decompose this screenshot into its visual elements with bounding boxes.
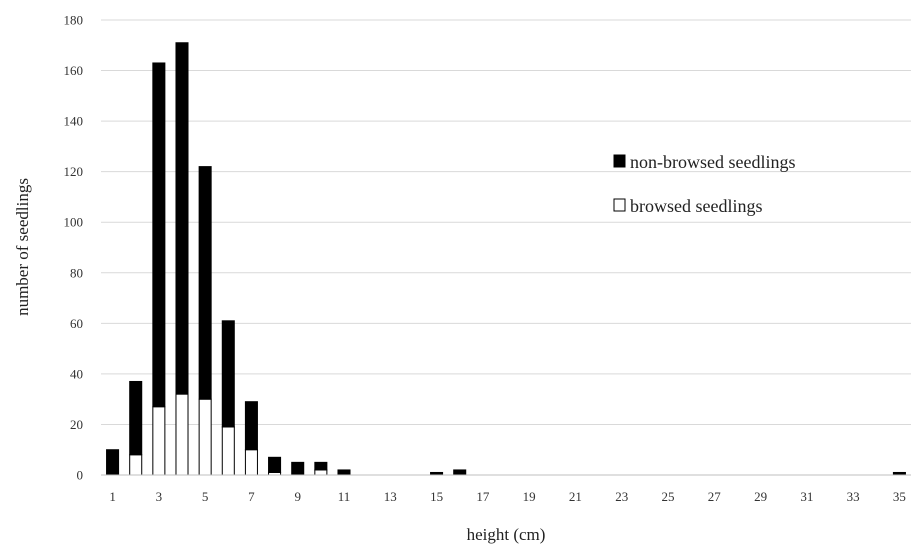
bar-browsed-6 [221,426,235,476]
bar-browsed-7 [244,449,258,476]
bar-non-browsed-5 [198,166,212,400]
y-tick-label-160: 160 [64,63,84,78]
x-tick-label-33: 33 [847,489,860,504]
x-tick-label-9: 9 [294,489,301,504]
bar-non-browsed-1 [106,449,120,476]
bar-browsed-10 [314,469,328,476]
x-tick-label-31: 31 [800,489,813,504]
y-tick-labels: 0 20 40 60 80 100 120 140 160 180 [64,13,84,483]
legend-swatch-browsed [613,198,626,212]
bar-non-browsed-2 [129,380,143,456]
legend-swatch-non-browsed [613,154,626,168]
bar-non-browsed-16 [453,469,467,476]
x-tick-label-21: 21 [569,489,582,504]
bar-non-browsed-10 [314,461,328,471]
y-tick-label-40: 40 [70,366,83,381]
bar-non-browsed-8 [268,456,282,473]
x-tick-label-15: 15 [430,489,443,504]
bar-non-browsed-11 [337,469,351,476]
y-tick-label-100: 100 [64,215,84,230]
bar-browsed-4 [175,393,189,476]
x-tick-label-11: 11 [338,489,351,504]
bar-browsed-5 [198,398,212,476]
bar-non-browsed-4 [175,42,189,395]
bar-non-browsed-9 [291,461,305,476]
y-tick-label-60: 60 [70,316,83,331]
x-tick-label-13: 13 [384,489,397,504]
x-tick-label-5: 5 [202,489,209,504]
x-tick-label-1: 1 [109,489,116,504]
x-axis-title: height (cm) [467,525,546,544]
x-tick-labels: 1 3 5 7 9 11 13 15 17 19 21 23 25 27 29 31 33 35 [109,489,906,504]
y-tick-label-180: 180 [64,13,84,28]
legend-label-non-browsed: non-browsed seedlings [630,152,795,172]
gridlines [101,19,911,425]
x-tick-label-19: 19 [523,489,536,504]
y-tick-label-140: 140 [64,114,84,129]
x-tick-label-17: 17 [476,489,490,504]
x-tick-label-25: 25 [662,489,675,504]
legend-label-browsed: browsed seedlings [630,196,762,216]
bar-non-browsed-7 [244,401,258,451]
y-axis-title: number of seedlings [13,178,32,316]
bar-non-browsed-6 [221,320,235,428]
legend: non-browsed seedlings browsed seedlings [613,152,795,216]
y-tick-label-80: 80 [70,265,83,280]
x-tick-label-3: 3 [156,489,163,504]
x-tick-label-27: 27 [708,489,722,504]
bar-browsed-2 [129,454,143,476]
x-tick-label-35: 35 [893,489,906,504]
y-tick-label-0: 0 [77,468,84,483]
bars [106,42,906,476]
bar-non-browsed-3 [152,62,166,408]
x-tick-label-7: 7 [248,489,255,504]
y-tick-label-20: 20 [70,417,83,432]
x-tick-label-23: 23 [615,489,628,504]
y-tick-label-120: 120 [64,164,84,179]
x-tick-label-29: 29 [754,489,767,504]
bar-browsed-3 [152,406,166,476]
